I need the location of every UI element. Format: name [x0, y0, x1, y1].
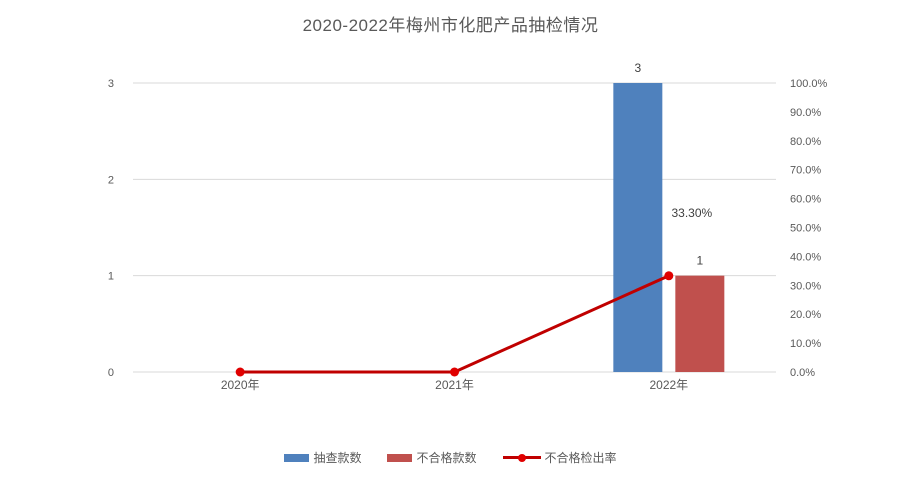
legend-item: 不合格款数 [387, 449, 477, 466]
bar-value-label: 1 [696, 254, 703, 268]
line-marker [450, 367, 459, 377]
x-axis-tick-label: 2020年 [221, 378, 260, 392]
legend-item-label: 不合格检出率 [544, 451, 617, 465]
right-axis-tick-label: 80.0% [790, 136, 821, 148]
legend-item-label: 不合格款数 [416, 451, 477, 465]
line-marker [664, 271, 674, 281]
x-axis-tick-label: 2022年 [649, 378, 688, 392]
line-value-label: 33.30% [671, 206, 712, 220]
bar [675, 275, 725, 372]
bar [613, 83, 663, 372]
right-axis-tick-label: 20.0% [790, 309, 821, 321]
legend-item: 抽查款数 [284, 449, 361, 466]
x-axis-tick-label: 2021年 [435, 378, 474, 392]
legend-bar-swatch-icon [284, 453, 310, 462]
left-axis-tick-label: 1 [108, 271, 114, 283]
legend-bar-swatch-icon [387, 453, 413, 462]
legend-line-swatch-icon [502, 453, 541, 462]
chart-legend: 抽查款数 不合格款数 不合格检出率 [0, 449, 901, 466]
legend-item-label: 抽查款数 [313, 451, 362, 465]
rate-line [240, 274, 670, 374]
right-axis-tick-label: 10.0% [790, 338, 821, 350]
right-axis-tick-label: 40.0% [790, 251, 821, 263]
left-axis-tick-label: 3 [108, 78, 114, 90]
left-axis-tick-label: 0 [108, 367, 114, 379]
right-axis-tick-label: 90.0% [790, 107, 821, 119]
right-axis-tick-label: 60.0% [790, 194, 821, 206]
right-axis-tick-label: 0.0% [790, 367, 815, 379]
right-axis-tick-label: 70.0% [790, 165, 821, 177]
right-axis-tick-label: 50.0% [790, 223, 821, 235]
chart-title: 2020-2022年梅州市化肥产品抽检情况 [302, 16, 599, 35]
right-axis-tick-label: 100.0% [790, 78, 828, 90]
bar-value-label: 3 [634, 61, 641, 75]
right-axis-tick-label: 30.0% [790, 280, 821, 292]
legend-item: 不合格检出率 [502, 449, 617, 466]
line-marker [235, 367, 245, 377]
left-axis-tick-label: 2 [108, 174, 114, 186]
